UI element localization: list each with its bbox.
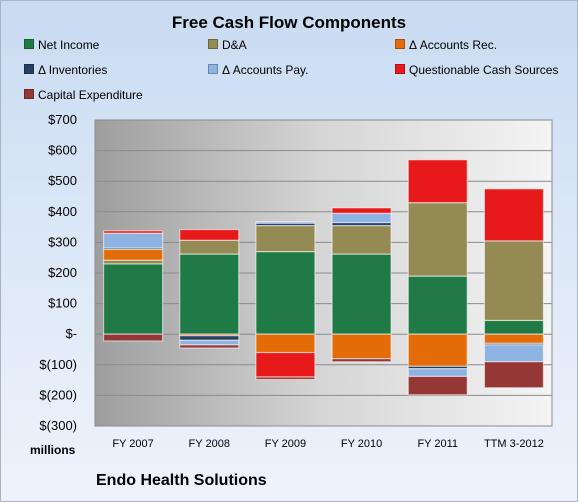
x-category-label: FY 2011 [417, 438, 458, 450]
y-tick-label: $300 [48, 234, 77, 249]
legend-swatch [24, 64, 34, 74]
x-category-label: FY 2007 [112, 438, 153, 450]
x-category-label: FY 2010 [341, 438, 382, 450]
bar-segment [255, 220, 316, 224]
bar-segment [179, 239, 240, 255]
bar-segment [255, 333, 316, 354]
bar-segment [179, 228, 240, 241]
bar-segment [102, 248, 164, 261]
bar-segment [331, 207, 392, 214]
legend-item: D&A [208, 38, 247, 52]
legend-swatch [395, 39, 405, 49]
bar-segment [102, 232, 164, 249]
legend-swatch [24, 89, 34, 99]
bar-segment [179, 344, 240, 349]
legend-swatch [24, 39, 34, 49]
y-tick-label: $700 [48, 112, 77, 127]
bar-segment [483, 319, 545, 335]
legend-label: Δ Accounts Rec. [409, 38, 498, 52]
y-tick-label: $500 [48, 173, 77, 188]
bar-segment [407, 275, 468, 335]
bar-segment [102, 333, 164, 342]
bar-segment [255, 224, 316, 253]
legend-item: Δ Accounts Rec. [395, 38, 497, 52]
legend-label: Net Income [38, 38, 100, 52]
y-tick-label: $- [65, 326, 77, 341]
bar-segment [407, 375, 468, 396]
y-tick-label: $200 [48, 265, 77, 280]
bar-segment [331, 253, 392, 335]
legend-label: D&A [222, 38, 247, 52]
unit-label: millions [30, 443, 76, 457]
legend-label: Δ Accounts Pay. [222, 63, 309, 77]
bar-segment [407, 333, 468, 367]
legend-item: Capital Expenditure [24, 88, 143, 102]
bar-segment [407, 202, 468, 277]
bar-segment [483, 188, 545, 242]
bar-segment [483, 333, 545, 344]
bar-segment [102, 263, 164, 335]
y-tick-label: $100 [48, 296, 77, 311]
bar-segment [331, 358, 392, 363]
legend-swatch [208, 39, 218, 49]
chart-title: Free Cash Flow Components [171, 13, 407, 32]
legend-label: Questionable Cash Sources [409, 63, 559, 77]
x-category-label: FY 2008 [189, 438, 230, 450]
bar-segment [331, 333, 392, 360]
legend-item: Δ Inventories [24, 63, 107, 77]
legend-item: Net Income [24, 38, 99, 52]
legend-label: Capital Expenditure [38, 88, 143, 102]
bar-segment [179, 335, 240, 341]
bar-segment [483, 240, 545, 322]
legend-swatch [208, 64, 218, 74]
bar-segment [407, 159, 468, 204]
company-name: Endo Health Solutions [96, 472, 267, 489]
y-tick-label: $(200) [39, 387, 77, 402]
bar-segment [179, 339, 240, 346]
bar-segment [483, 361, 545, 389]
bar-segment [331, 224, 392, 255]
legend-item: Questionable Cash Sources [395, 63, 558, 77]
bar-segment [255, 351, 316, 378]
bar-segment [255, 250, 316, 335]
legend-label: Δ Inventories [38, 63, 108, 77]
bar-segment [483, 344, 545, 363]
y-tick-label: $(300) [39, 418, 77, 433]
bar-segment [331, 212, 392, 224]
legend-swatch [395, 64, 405, 74]
bar-segment [102, 230, 164, 234]
y-tick-label: $600 [48, 143, 77, 158]
x-category-label: FY 2009 [265, 438, 306, 450]
bar-segment [407, 368, 468, 378]
bar-segment [179, 253, 240, 335]
legend-item: Δ Accounts Pay. [208, 63, 309, 77]
y-tick-label: $400 [48, 204, 77, 219]
bar-segment [255, 376, 316, 381]
y-tick-label: $(100) [39, 357, 77, 372]
x-category-label: TTM 3-2012 [484, 438, 544, 450]
